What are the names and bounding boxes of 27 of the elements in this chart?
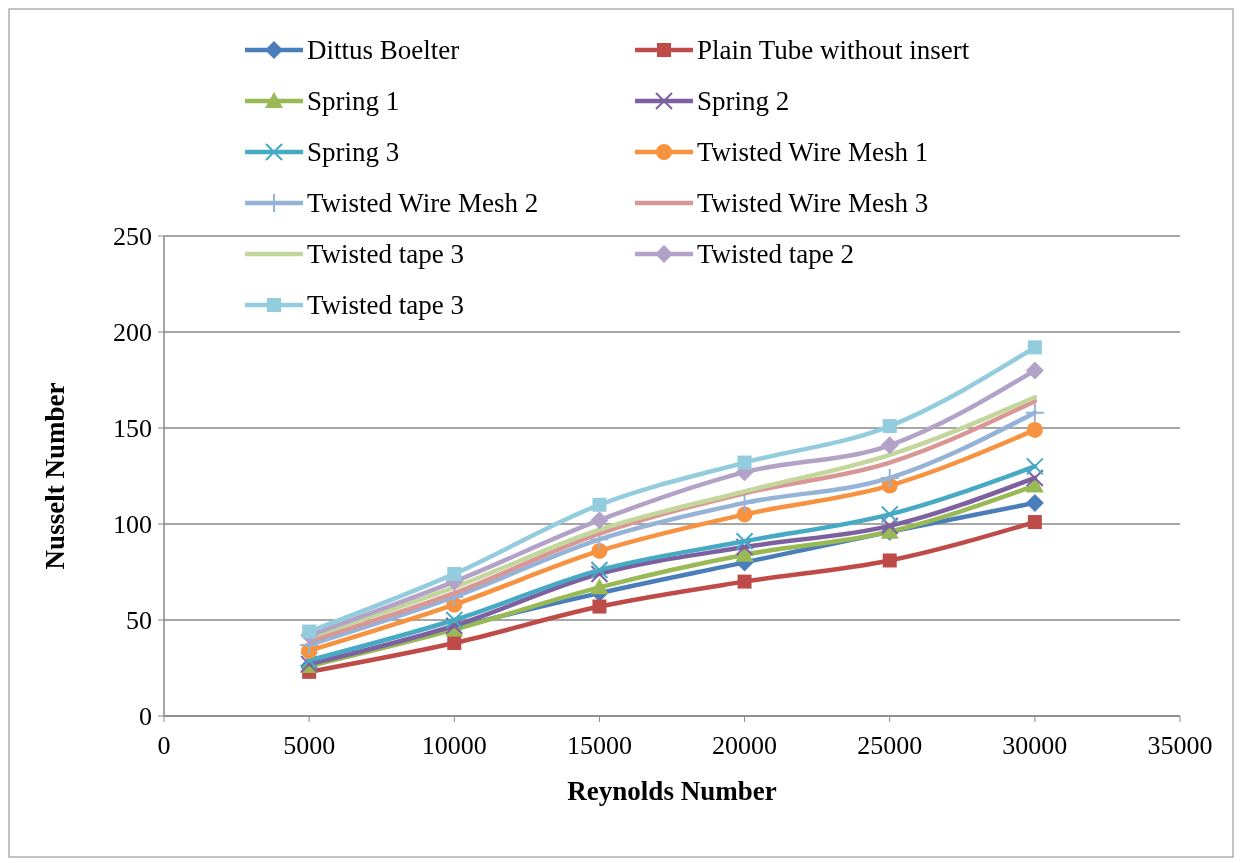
x-tick-label: 30000 xyxy=(1002,731,1068,760)
x-tick-label: 35000 xyxy=(1147,731,1213,760)
legend-label: Twisted tape 2 xyxy=(697,239,855,270)
legend-label: Twisted tape 3 xyxy=(307,239,465,270)
y-tick-label: 0 xyxy=(139,702,152,732)
x-tick-label: 5000 xyxy=(283,731,336,760)
y-tick-label: 200 xyxy=(113,318,152,348)
x-tick-label: 20000 xyxy=(712,731,778,760)
x-tick-label: 10000 xyxy=(421,731,487,760)
legend-label: Plain Tube without insert xyxy=(697,35,970,66)
legend-label: Dittus Boelter xyxy=(307,35,460,66)
legend-label: Twisted Wire Mesh 3 xyxy=(697,188,929,219)
legend-label: Twisted tape 3 xyxy=(307,290,465,321)
x-tick-label: 25000 xyxy=(857,731,923,760)
y-tick-label: 100 xyxy=(113,510,152,540)
y-tick-label: 250 xyxy=(113,222,152,252)
legend-label: Twisted Wire Mesh 1 xyxy=(697,137,929,168)
x-tick-label: 0 xyxy=(157,731,171,760)
y-axis-title: Nusselt Number xyxy=(40,382,70,570)
legend-label: Spring 2 xyxy=(697,86,790,117)
legend-label: Spring 1 xyxy=(307,86,400,117)
legend-label: Twisted Wire Mesh 2 xyxy=(307,188,539,219)
x-axis-title: Reynolds Number xyxy=(567,776,777,806)
x-tick-label: 15000 xyxy=(566,731,632,760)
y-tick-label: 150 xyxy=(113,414,152,444)
legend-label: Spring 3 xyxy=(307,137,400,168)
y-tick-label: 50 xyxy=(126,606,152,636)
